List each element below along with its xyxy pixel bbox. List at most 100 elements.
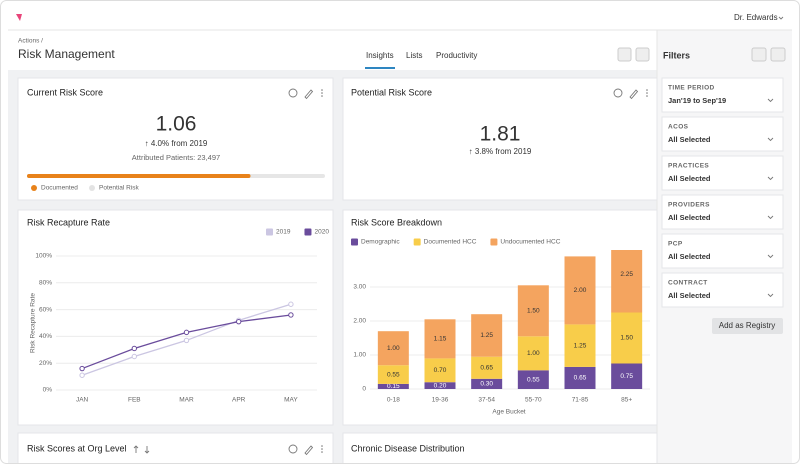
bar-segment bbox=[471, 378, 503, 389]
filter-value[interactable]: Jan'19 to Sep'19 bbox=[668, 96, 726, 105]
legend-label: Undocumented HCC bbox=[500, 239, 560, 246]
chevron bbox=[767, 176, 774, 181]
info-icon[interactable] bbox=[613, 88, 623, 98]
sort-icon[interactable] bbox=[133, 445, 150, 454]
value-label: 2.25 bbox=[620, 271, 633, 278]
download-button[interactable] bbox=[635, 47, 650, 62]
bar-segment bbox=[471, 356, 503, 379]
bar-segment bbox=[611, 312, 643, 364]
filter-box[interactable] bbox=[661, 77, 784, 113]
x-tick-label: MAY bbox=[284, 397, 298, 404]
card bbox=[17, 209, 334, 426]
bar-segment bbox=[377, 383, 409, 389]
chevron bbox=[767, 215, 774, 220]
info-icon[interactable] bbox=[288, 444, 298, 454]
menu-icon[interactable] bbox=[321, 445, 323, 447]
bar-segment bbox=[377, 331, 409, 366]
point bbox=[183, 329, 190, 336]
card bbox=[342, 432, 658, 464]
filter-box[interactable] bbox=[661, 272, 784, 308]
menu-icon[interactable] bbox=[321, 89, 323, 91]
filter-value[interactable]: All Selected bbox=[668, 135, 711, 144]
menu-icon[interactable] bbox=[321, 448, 323, 450]
bar-segment bbox=[517, 336, 549, 371]
registry-button-label[interactable]: Add as Registry bbox=[719, 321, 775, 330]
edit-icon[interactable] bbox=[304, 445, 314, 456]
legend-swatch bbox=[413, 238, 421, 246]
value-label: 0.15 bbox=[387, 383, 400, 390]
share-button[interactable] bbox=[617, 47, 632, 62]
menu-icon[interactable] bbox=[646, 92, 648, 94]
score-change: ↑ 3.8% from 2019 bbox=[469, 147, 532, 156]
y-tick-label: 0 bbox=[362, 386, 366, 393]
filter-value[interactable]: All Selected bbox=[668, 213, 711, 222]
value-label: 1.25 bbox=[574, 342, 587, 349]
legend-label: Documented bbox=[41, 185, 78, 192]
chevron bbox=[767, 98, 774, 103]
bar-segment bbox=[611, 363, 643, 389]
filter-label: PRACTICES bbox=[668, 163, 709, 170]
card-title: Potential Risk Score bbox=[351, 87, 432, 97]
chevron bbox=[767, 254, 774, 259]
tab[interactable]: Insights bbox=[366, 51, 394, 60]
filter-box[interactable] bbox=[661, 155, 784, 191]
y-tick-label: 20% bbox=[39, 360, 52, 367]
edit-icon[interactable] bbox=[629, 89, 639, 100]
menu-icon[interactable] bbox=[646, 95, 648, 97]
score-change: ↑ 4.0% from 2019 bbox=[145, 139, 208, 148]
value-label: 0.70 bbox=[434, 367, 447, 374]
legend-swatch bbox=[304, 228, 312, 236]
info-icon[interactable] bbox=[288, 88, 298, 98]
card-title: Chronic Disease Distribution bbox=[351, 443, 465, 453]
chevron bbox=[767, 293, 774, 298]
reset-button[interactable] bbox=[751, 47, 767, 62]
legend-swatch bbox=[266, 228, 273, 236]
user-name[interactable]: Dr. Edwards bbox=[734, 13, 778, 22]
value-label: 0.55 bbox=[527, 376, 540, 383]
filter-box[interactable] bbox=[661, 116, 784, 152]
add-button[interactable] bbox=[770, 47, 786, 62]
filter-box[interactable] bbox=[661, 194, 784, 230]
menu-icon[interactable] bbox=[321, 92, 323, 94]
filter-label: TIME PERIOD bbox=[668, 85, 715, 92]
menu-icon[interactable] bbox=[646, 89, 648, 91]
registry-button[interactable] bbox=[712, 318, 783, 334]
y-tick-label: 1.00 bbox=[353, 352, 366, 359]
filter-box[interactable] bbox=[661, 233, 784, 269]
card bbox=[342, 77, 658, 201]
filter-value[interactable]: All Selected bbox=[668, 291, 711, 300]
page-title: Risk Management bbox=[18, 47, 115, 61]
filter-label: CONTRACT bbox=[668, 280, 708, 287]
x-tick-label: 71-85 bbox=[572, 397, 589, 404]
value-label: 1.50 bbox=[527, 308, 540, 315]
legend-label: Potential Risk bbox=[99, 185, 139, 192]
tab[interactable]: Lists bbox=[406, 51, 422, 60]
y-tick-label: 80% bbox=[39, 280, 52, 287]
filter-value[interactable]: All Selected bbox=[668, 252, 711, 261]
chart-title: Risk Recapture Rate bbox=[27, 217, 110, 227]
filter-label: PCP bbox=[668, 241, 683, 248]
bar-segment bbox=[564, 366, 596, 389]
score: 1.06 bbox=[156, 113, 197, 136]
logo[interactable] bbox=[16, 14, 22, 21]
x-tick-label: 19-36 bbox=[432, 397, 449, 404]
edit-icon[interactable] bbox=[304, 89, 314, 100]
x-tick-label: 0-18 bbox=[387, 397, 400, 404]
card bbox=[17, 77, 334, 201]
bar-segment bbox=[471, 314, 503, 357]
breadcrumb[interactable]: Actions / bbox=[18, 38, 43, 45]
tab[interactable]: Productivity bbox=[436, 51, 477, 60]
value-label: 1.25 bbox=[480, 332, 493, 339]
bar-segment bbox=[611, 250, 643, 313]
x-tick-label: FEB bbox=[128, 397, 141, 404]
point bbox=[79, 365, 85, 372]
menu-icon[interactable] bbox=[321, 451, 323, 453]
value-label: 1.15 bbox=[434, 336, 447, 343]
x-tick-label: 37-54 bbox=[478, 397, 495, 404]
menu-icon[interactable] bbox=[321, 95, 323, 97]
legend-dot bbox=[31, 185, 37, 191]
legend-dot bbox=[89, 185, 95, 191]
filter-value[interactable]: All Selected bbox=[668, 174, 711, 183]
bar-segment bbox=[424, 319, 456, 359]
bar-segment bbox=[564, 256, 596, 325]
